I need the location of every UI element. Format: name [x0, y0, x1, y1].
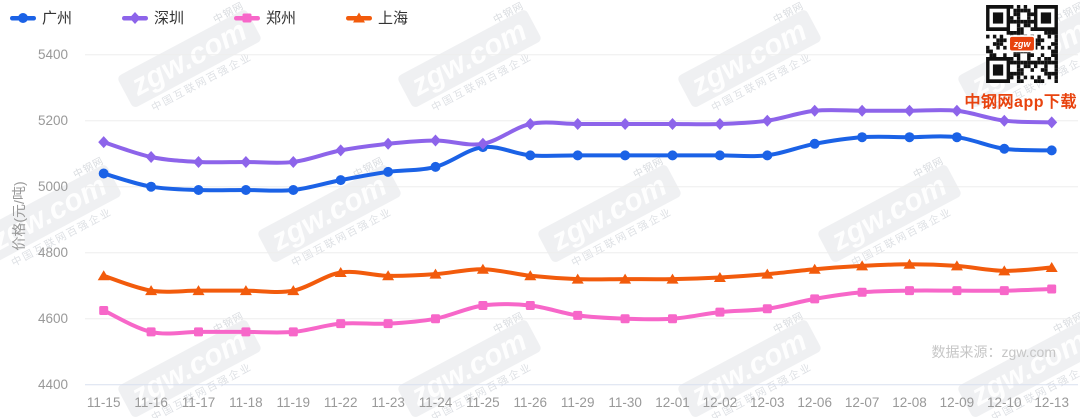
svg-text:12-03: 12-03: [750, 395, 785, 410]
app-download-caption: 中钢网app下载: [964, 94, 1077, 111]
svg-text:zgw: zgw: [1013, 39, 1032, 49]
qr-block: zgw: [986, 5, 1058, 83]
svg-text:11-26: 11-26: [514, 395, 548, 410]
svg-text:11-29: 11-29: [561, 395, 595, 410]
svg-text:4600: 4600: [38, 311, 68, 326]
legend-item-shenzhen[interactable]: 深圳: [122, 7, 234, 28]
svg-text:11-17: 11-17: [182, 395, 216, 410]
shanghai-triangle-marker-icon: [346, 12, 372, 22]
svg-text:11-16: 11-16: [134, 395, 168, 410]
svg-text:12-02: 12-02: [703, 395, 738, 410]
svg-text:12-10: 12-10: [987, 395, 1022, 410]
legend-label: 广州: [42, 10, 73, 27]
zhengzhou-square-marker-icon: [234, 13, 260, 22]
guangzhou-circle-marker-icon: [10, 12, 36, 23]
svg-text:11-22: 11-22: [324, 395, 358, 410]
data-source-note: 数据来源：zgw.com: [931, 344, 1056, 360]
shenzhen-diamond-marker-icon: [122, 11, 148, 24]
svg-text:11-30: 11-30: [608, 395, 642, 410]
svg-text:11-23: 11-23: [371, 395, 405, 410]
svg-text:12-13: 12-13: [1034, 395, 1069, 410]
svg-text:12-09: 12-09: [940, 395, 975, 410]
svg-text:12-07: 12-07: [845, 395, 880, 410]
y-axis-title: 价格(元/吨): [11, 181, 27, 251]
svg-text:11-18: 11-18: [229, 395, 263, 410]
svg-text:5400: 5400: [38, 47, 68, 62]
svg-text:4400: 4400: [38, 377, 68, 392]
svg-text:4800: 4800: [38, 245, 68, 260]
svg-text:11-19: 11-19: [277, 395, 311, 410]
svg-text:12-01: 12-01: [655, 395, 690, 410]
qr-code-icon: zgw: [986, 5, 1058, 83]
legend-label: 郑州: [266, 10, 297, 27]
svg-text:11-24: 11-24: [419, 395, 453, 410]
svg-text:5000: 5000: [38, 179, 68, 194]
svg-text:12-08: 12-08: [892, 395, 927, 410]
svg-text:5200: 5200: [38, 113, 68, 128]
legend-item-guangzhou[interactable]: 广州: [10, 7, 122, 28]
legend: 广州 深圳 郑州 上海: [10, 7, 458, 28]
legend-label: 上海: [378, 10, 409, 27]
legend-item-shanghai[interactable]: 上海: [346, 7, 458, 28]
svg-text:11-15: 11-15: [87, 395, 121, 410]
legend-item-zhengzhou[interactable]: 郑州: [234, 7, 346, 28]
svg-text:12-06: 12-06: [797, 395, 832, 410]
svg-text:11-25: 11-25: [466, 395, 500, 410]
legend-label: 深圳: [154, 10, 185, 27]
